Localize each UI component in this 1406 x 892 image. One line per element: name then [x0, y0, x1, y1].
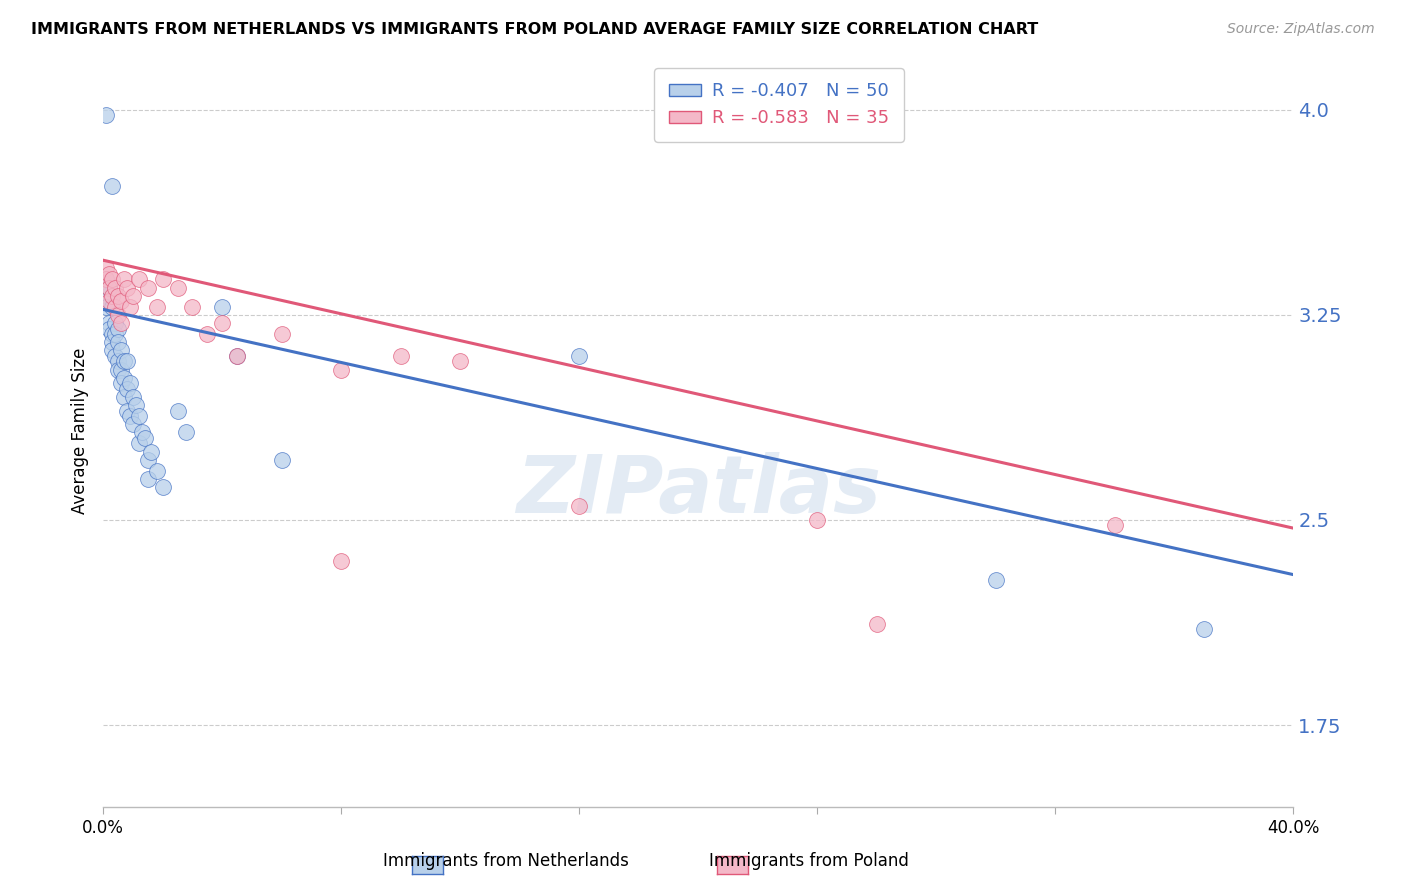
Point	[152, 272, 174, 286]
Point	[94, 289, 117, 303]
Point	[568, 349, 591, 363]
Point	[110, 343, 132, 358]
Point	[118, 409, 141, 423]
Text: Source: ZipAtlas.com: Source: ZipAtlas.com	[1227, 22, 1375, 37]
Point	[330, 554, 353, 568]
Point	[98, 280, 121, 294]
Point	[94, 272, 117, 286]
Point	[181, 300, 204, 314]
Point	[101, 335, 124, 350]
Point	[122, 417, 145, 432]
Point	[101, 272, 124, 286]
Point	[98, 294, 121, 309]
Text: Immigrants from Poland: Immigrants from Poland	[709, 852, 908, 870]
Point	[104, 349, 127, 363]
Point	[107, 362, 129, 376]
Point	[136, 452, 159, 467]
Point	[134, 431, 156, 445]
Point	[112, 371, 135, 385]
Point	[101, 289, 124, 303]
Point	[94, 300, 117, 314]
Point	[270, 326, 292, 341]
Point	[128, 409, 150, 423]
Point	[128, 436, 150, 450]
Point	[136, 472, 159, 486]
Point	[136, 280, 159, 294]
Point	[110, 294, 132, 309]
Point	[112, 354, 135, 368]
Point	[110, 376, 132, 391]
Point	[122, 390, 145, 404]
Point	[122, 289, 145, 303]
Text: Immigrants from Netherlands: Immigrants from Netherlands	[384, 852, 628, 870]
Text: ZIPatlas: ZIPatlas	[516, 452, 880, 530]
Point	[389, 349, 412, 363]
Point	[112, 390, 135, 404]
Text: IMMIGRANTS FROM NETHERLANDS VS IMMIGRANTS FROM POLAND AVERAGE FAMILY SIZE CORREL: IMMIGRANTS FROM NETHERLANDS VS IMMIGRANT…	[31, 22, 1038, 37]
Point	[110, 362, 132, 376]
Point	[115, 382, 138, 396]
Point	[107, 335, 129, 350]
Point	[195, 326, 218, 341]
Point	[104, 280, 127, 294]
Point	[211, 300, 233, 314]
Point	[98, 316, 121, 330]
Point	[984, 573, 1007, 587]
Point	[166, 403, 188, 417]
Point	[866, 616, 889, 631]
Legend: R = -0.407   N = 50, R = -0.583   N = 35: R = -0.407 N = 50, R = -0.583 N = 35	[654, 68, 904, 142]
Point	[125, 398, 148, 412]
Point	[110, 316, 132, 330]
Point	[115, 280, 138, 294]
Point	[131, 425, 153, 440]
Point	[176, 425, 198, 440]
Point	[107, 354, 129, 368]
Point	[118, 300, 141, 314]
Point	[104, 316, 127, 330]
Point	[118, 376, 141, 391]
Point	[568, 500, 591, 514]
Point	[115, 354, 138, 368]
Point	[101, 326, 124, 341]
Point	[94, 108, 117, 122]
Point	[112, 272, 135, 286]
Point	[107, 289, 129, 303]
Point	[107, 321, 129, 335]
Point	[449, 354, 471, 368]
Y-axis label: Average Family Size: Average Family Size	[72, 348, 89, 515]
Point	[145, 300, 167, 314]
Point	[211, 316, 233, 330]
Point	[98, 280, 121, 294]
Point	[94, 272, 117, 286]
Point	[806, 513, 828, 527]
Point	[104, 326, 127, 341]
Point	[98, 321, 121, 335]
Point	[139, 444, 162, 458]
Point	[107, 308, 129, 322]
Point	[152, 480, 174, 494]
Point	[1192, 623, 1215, 637]
Point	[226, 349, 249, 363]
Point	[98, 267, 121, 281]
Point	[94, 261, 117, 276]
Point	[101, 343, 124, 358]
Point	[145, 464, 167, 478]
Point	[101, 179, 124, 194]
Point	[101, 300, 124, 314]
Point	[226, 349, 249, 363]
Point	[1104, 518, 1126, 533]
Point	[128, 272, 150, 286]
Point	[270, 452, 292, 467]
Point	[166, 280, 188, 294]
Point	[115, 403, 138, 417]
Point	[330, 362, 353, 376]
Point	[104, 300, 127, 314]
